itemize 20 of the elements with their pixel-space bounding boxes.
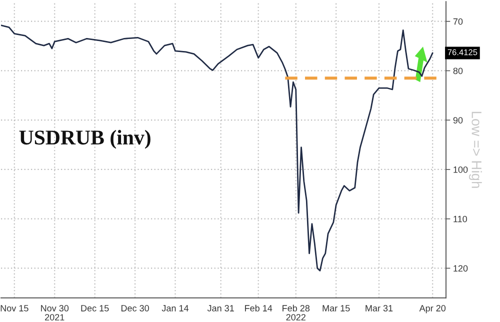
y-tick-label: 80 — [453, 68, 463, 74]
x-tick-label: Nov 15 — [0, 305, 28, 312]
x-tick-label: Mar 15 — [322, 305, 350, 312]
y-tick-label: 90 — [453, 117, 463, 124]
x-tick-label: Feb 28 2022 — [282, 304, 310, 320]
x-tick-label: Mar 31 — [366, 305, 393, 312]
y-tick-label: 120 — [454, 265, 468, 272]
annotation: USDRUB (inv) — [19, 130, 150, 149]
y-tick-label: 70 — [453, 18, 463, 25]
x-tick-label: Jan 14 — [162, 305, 189, 312]
x-tick-label: Feb 14 — [245, 304, 272, 312]
x-tick-label: Dec 15 — [81, 305, 109, 312]
y-tick-label: 110 — [454, 216, 467, 222]
annotation: 76.4125 — [448, 49, 478, 56]
x-tick-label: Dec 30 — [121, 305, 149, 312]
x-tick-label: Jan 31 — [207, 305, 234, 312]
y-tick-label: 100 — [454, 166, 468, 173]
x-tick-label: Apr 20 — [419, 305, 446, 314]
x-tick-label: Nov 30 2021 — [41, 305, 69, 320]
line-series — [1, 24, 434, 272]
